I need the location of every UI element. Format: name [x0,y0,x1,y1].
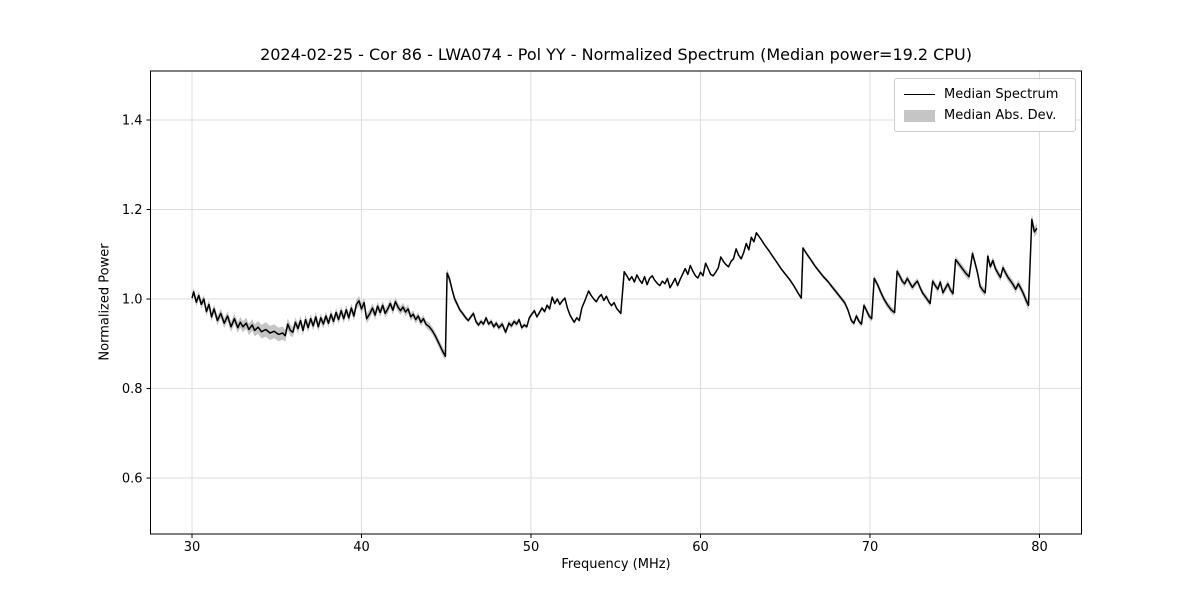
y-tick-label: 1.2 [122,203,143,218]
median-abs-dev-patch-swatch [904,109,935,122]
mad-band [192,214,1037,361]
grid-lines [150,71,1082,534]
x-axis-label: Frequency (MHz) [561,557,671,572]
y-tick-label: 0.8 [122,382,143,397]
y-tick-label: 1.4 [122,114,143,129]
x-tick-label: 80 [1031,540,1048,555]
legend: Median Spectrum Median Abs. Dev. [894,78,1076,132]
x-tick-label: 70 [862,540,879,555]
x-tick-labels: 30 40 50 60 70 80 [184,540,1048,555]
x-tick-label: 50 [523,540,540,555]
axes-spines [150,70,1082,535]
y-tick-labels: 0.6 0.8 1.0 1.2 1.4 [122,114,143,487]
legend-row-median-abs-dev: Median Abs. Dev. [904,105,1066,126]
tick-marks [146,119,1040,538]
median-spectrum-line-swatch [904,94,935,95]
y-tick-label: 0.6 [122,472,143,487]
legend-row-median-spectrum: Median Spectrum [904,84,1066,105]
median-spectrum-line [191,218,1038,358]
legend-label-median-spectrum: Median Spectrum [944,87,1059,102]
x-tick-label: 60 [692,540,709,555]
x-tick-label: 30 [184,540,201,555]
x-tick-label: 40 [353,540,370,555]
legend-label-median-abs-dev: Median Abs. Dev. [944,108,1057,123]
y-tick-label: 1.0 [122,293,143,308]
chart-title: 2024-02-25 - Cor 86 - LWA074 - Pol YY - … [260,45,972,64]
